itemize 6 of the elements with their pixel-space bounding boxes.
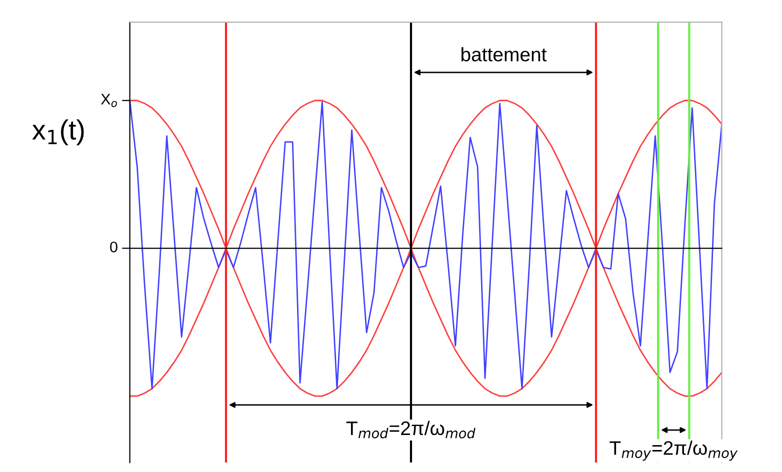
y-axis-title: x$_{1}$(t) — [32, 119, 84, 146]
text: 0 — [110, 242, 118, 252]
text: T$_{moy}$=2π/ω$_{moy}$ — [610, 440, 738, 461]
text: battement — [462, 47, 547, 62]
text: X$_{o}$ — [100, 94, 117, 108]
text: T$_{mod}$=2π/ω$_{mod}$ — [346, 420, 476, 438]
